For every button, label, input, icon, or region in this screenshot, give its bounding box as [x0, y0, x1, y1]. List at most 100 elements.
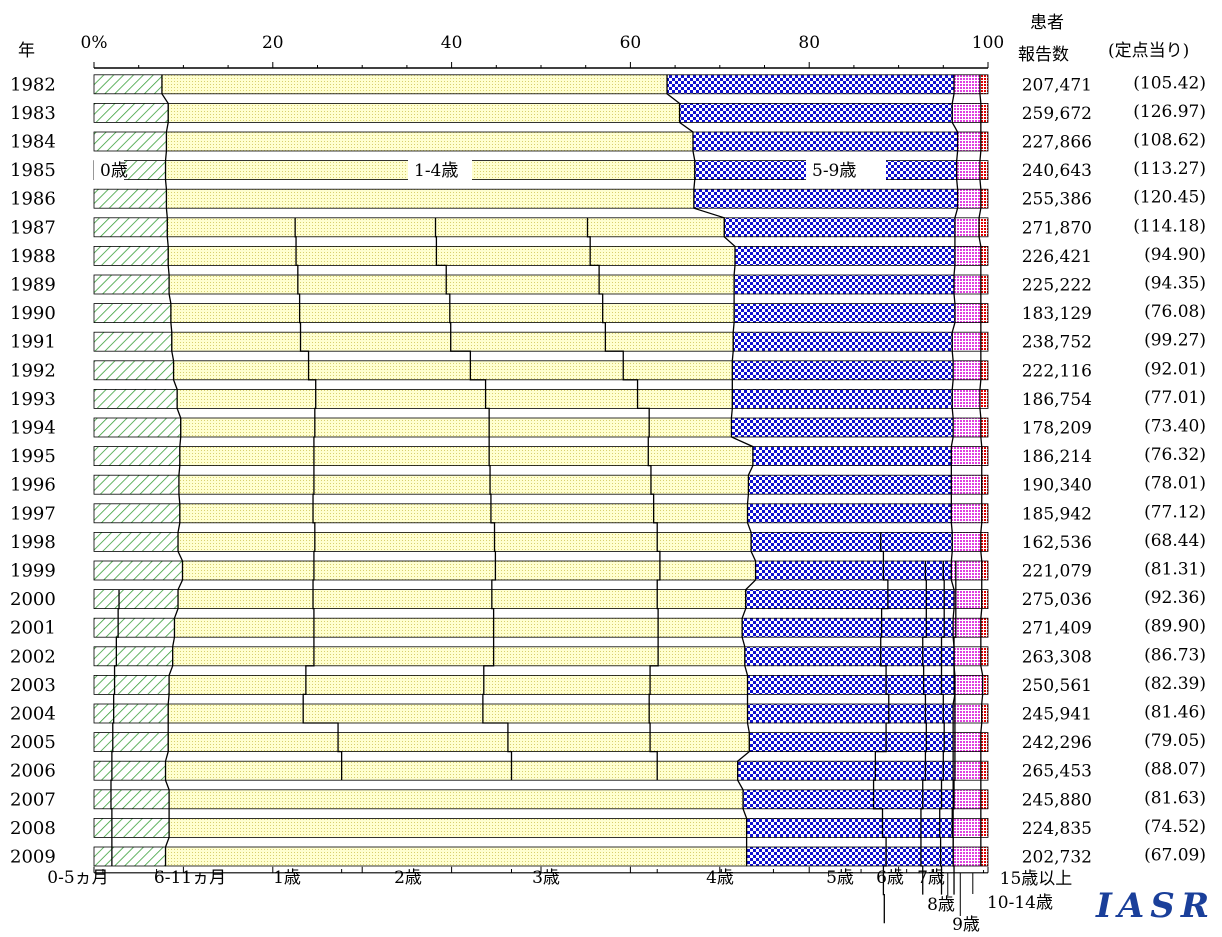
group-boundary-line: [978, 74, 984, 866]
bar-age1-4: [161, 74, 668, 95]
bar-age0: [93, 703, 169, 724]
bar-age15plus: [980, 818, 989, 838]
patients-header-line1: 患者: [1030, 13, 1064, 33]
bar-age5-9: [731, 360, 954, 381]
patient-count: 240,643: [1022, 161, 1092, 181]
bar-age0: [93, 646, 174, 667]
patient-count: 263,308: [1022, 647, 1092, 667]
bar-age10-14: [957, 131, 982, 152]
bar-age15plus: [981, 703, 989, 724]
bar-age1-4: [179, 503, 748, 524]
per-sentinel-value: (126.97): [1133, 102, 1206, 122]
bottom-age-label: 9歳: [952, 915, 980, 935]
bar-age10-14: [953, 589, 983, 609]
patient-count-column: 207,471 (105.42) 259,672 (126.97) 227,866 (10…: [1022, 73, 1206, 867]
inline-label-bg: [408, 159, 472, 181]
bar-age1-4: [182, 560, 756, 581]
bar-age1-4: [168, 274, 735, 295]
bar-age0: [93, 532, 179, 552]
year-label: 1997: [10, 503, 56, 524]
bar-age0: [93, 217, 168, 238]
bar-age10-14: [952, 360, 982, 381]
bar-age10-14: [957, 188, 982, 209]
x-tick-label: 80: [798, 33, 820, 53]
bar-age15plus: [982, 675, 989, 695]
bar-age5-9: [731, 388, 953, 409]
patient-count: 227,866: [1022, 133, 1092, 153]
per-sentinel-value: (74.52): [1144, 817, 1206, 837]
bar-age15plus: [981, 589, 989, 609]
bar-age1-4: [173, 360, 733, 381]
year-label: 2009: [10, 847, 56, 868]
per-sentinel-value: (105.42): [1133, 73, 1206, 93]
bottom-age-label: 1歳: [273, 868, 301, 888]
year-label: 1992: [10, 360, 56, 381]
patient-count: 245,880: [1022, 790, 1092, 810]
patient-count: 271,870: [1022, 218, 1092, 238]
bar-age5-9: [746, 818, 954, 838]
bar-age5-9: [679, 103, 953, 123]
bar-age1-4: [177, 589, 747, 609]
bar-age5-9: [752, 446, 952, 467]
year-label: 1984: [10, 132, 56, 153]
bar-age10-14: [956, 160, 981, 181]
bottom-age-label: 6-11ヵ月: [154, 868, 226, 888]
year-label: 1996: [10, 475, 56, 496]
bar-age1-4: [176, 388, 733, 409]
bar-age15plus: [979, 74, 989, 95]
group-boundary-line: [666, 74, 757, 866]
bar-age1-4: [168, 675, 748, 695]
year-labels: 1982 1983 1984 1985 1986 1987 1988 1989 1990 1991…: [10, 74, 56, 867]
patient-count: 202,732: [1022, 848, 1092, 868]
bottom-age-label: 7歳: [917, 868, 945, 888]
group-boundary-line: [950, 74, 959, 866]
age5-boundary-line: [872, 532, 890, 924]
inline-segment-label: 1-4歳: [414, 161, 458, 181]
year-label: 1993: [10, 389, 56, 410]
bar-age1-4: [177, 532, 752, 552]
bar-age5-9: [745, 589, 955, 609]
bar-age15plus: [980, 188, 989, 209]
bar-age5-9: [747, 703, 954, 724]
bar-age5-9: [750, 532, 953, 552]
iasr-logo: IASR: [1096, 886, 1216, 926]
bar-age15plus: [980, 789, 989, 810]
per-sentinel-value: (94.35): [1144, 274, 1206, 294]
per-sentinel-value: (82.39): [1144, 674, 1206, 694]
bar-age5-9: [733, 274, 955, 295]
year-label: 1989: [10, 275, 56, 296]
bar-age0: [93, 732, 169, 752]
bar-age10-14: [952, 732, 982, 752]
group-boundary-line: [161, 74, 184, 866]
year-label: 1990: [10, 303, 56, 324]
per-sentinel-header: (定点当り): [1108, 41, 1190, 61]
bar-age15plus: [980, 760, 989, 781]
bar-age15plus: [981, 446, 989, 467]
per-sentinel-value: (108.62): [1133, 131, 1206, 151]
per-sentinel-value: (81.46): [1144, 703, 1206, 723]
bar-age10-14: [952, 760, 982, 781]
bar-age0: [93, 818, 170, 838]
bar-age5-9: [741, 617, 954, 638]
bar-age5-9: [748, 474, 952, 495]
year-label: 2005: [10, 732, 56, 753]
per-sentinel-value: (114.18): [1133, 216, 1206, 236]
bar-age10-14: [952, 789, 982, 810]
bar-age0: [93, 589, 179, 609]
bar-age5-9: [755, 560, 952, 581]
bar-age10-14: [951, 103, 982, 123]
bar-age1-4: [168, 818, 748, 838]
bar-age10-14: [952, 617, 982, 638]
per-sentinel-value: (89.90): [1144, 617, 1206, 637]
patient-count: 226,421: [1022, 247, 1092, 267]
inline-label-bg: [94, 159, 124, 181]
bar-age1-4: [167, 703, 748, 724]
bar-age15plus: [978, 217, 989, 238]
bar-age5-9: [723, 217, 956, 238]
per-sentinel-value: (86.73): [1144, 645, 1206, 665]
bar-age0: [93, 188, 167, 209]
year-label: 1982: [10, 74, 56, 95]
bar-age10-14: [951, 532, 982, 552]
bottom-age-label: 10-14歳: [987, 893, 1053, 913]
